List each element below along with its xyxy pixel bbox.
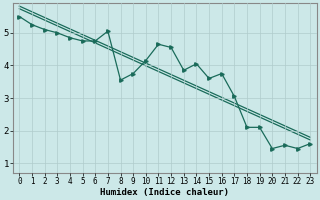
X-axis label: Humidex (Indice chaleur): Humidex (Indice chaleur) <box>100 188 229 197</box>
